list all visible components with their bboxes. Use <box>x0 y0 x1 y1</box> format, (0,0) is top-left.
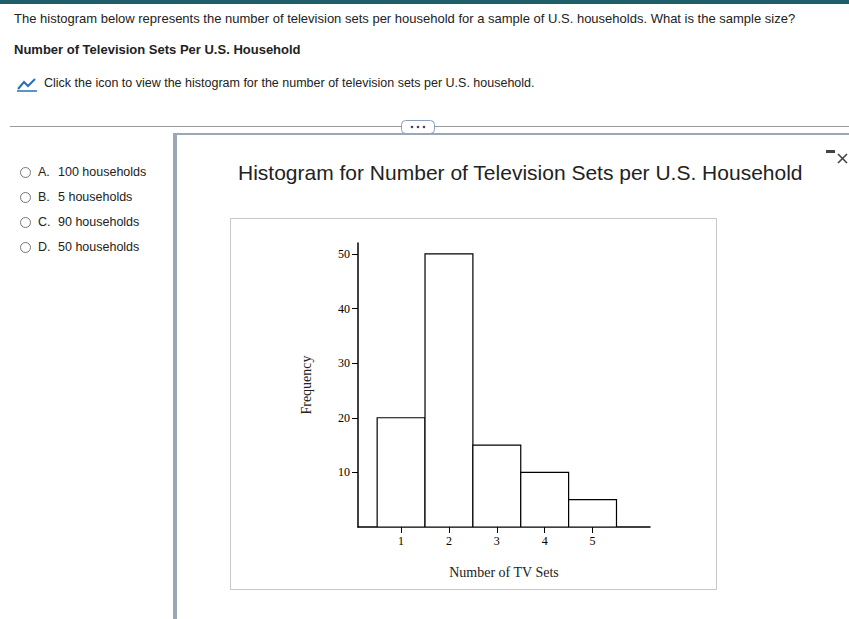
html-text:B.: B. <box>38 190 50 204</box>
html-text:D.: D. <box>38 240 51 254</box>
html-text:90 households: 90 households <box>58 215 140 229</box>
html-text:50 households: 50 households <box>58 240 140 254</box>
html-text:100 households: 100 households <box>58 165 147 179</box>
html-text:C.: C. <box>38 215 51 229</box>
svg-text:40: 40 <box>338 302 350 316</box>
svg-text:5: 5 <box>590 534 596 548</box>
html-text:Click the icon to view the his: Click the icon to view the histogram for… <box>44 76 535 90</box>
svg-text:2: 2 <box>446 534 452 548</box>
html-text:5 households: 5 households <box>58 190 133 204</box>
svg-text:Frequency: Frequency <box>299 355 314 414</box>
html-text:The histogram below represents: The histogram below represents the numbe… <box>14 11 796 26</box>
html-text:Number of Television Sets Per: Number of Television Sets Per U.S. House… <box>14 42 301 57</box>
svg-text:4: 4 <box>542 534 548 548</box>
svg-text:50: 50 <box>338 247 350 261</box>
svg-text:30: 30 <box>338 356 350 370</box>
svg-text:10: 10 <box>338 465 350 479</box>
html-text:Histogram for Number of Televi: Histogram for Number of Television Sets … <box>238 161 803 184</box>
svg-text:1: 1 <box>398 534 404 548</box>
svg-text:Number of TV Sets: Number of TV Sets <box>449 565 559 580</box>
svg-text:20: 20 <box>338 411 350 425</box>
svg-text:3: 3 <box>494 534 500 548</box>
html-text:A.: A. <box>38 165 50 179</box>
